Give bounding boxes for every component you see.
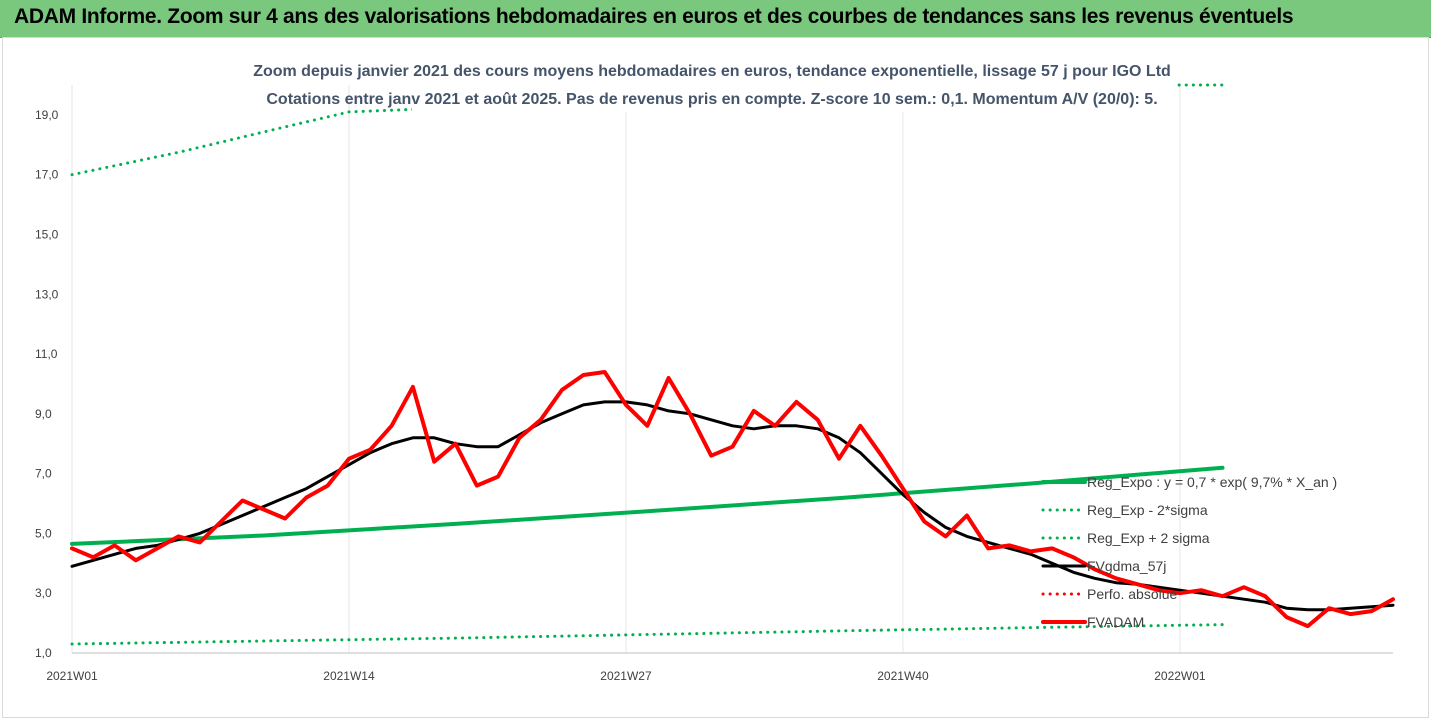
y-tick-label: 15,0 (35, 227, 59, 241)
grid-lines (71, 85, 1181, 653)
series (70, 83, 1395, 646)
y-tick-label: 11,0 (35, 347, 58, 361)
legend: Reg_Expo : y = 0,7 * exp( 9,7% * X_an ) R… (1041, 474, 1337, 630)
y-tick-label: 3,0 (35, 586, 52, 600)
chart-title-background (412, 50, 1177, 112)
x-tick-label: 2021W27 (600, 669, 652, 683)
legend-label: Reg_Expo : y = 0,7 * exp( 9,7% * X_an ) (1087, 474, 1337, 490)
x-tick-label: 2021W01 (46, 669, 98, 683)
legend-label: FVgdma_57j (1087, 558, 1166, 574)
y-tick-label: 19,0 (35, 108, 59, 122)
series-line-3 (70, 400, 1395, 612)
x-tick-label: 2021W40 (877, 669, 929, 683)
legend-label: Perfo. absolue (1087, 586, 1177, 602)
x-tick-label: 2022W01 (1154, 669, 1206, 683)
legend-label: FVADAM (1087, 614, 1144, 630)
y-tick-label: 13,0 (35, 287, 59, 301)
chart-frame (2, 37, 1429, 718)
series-line-0 (70, 465, 1225, 546)
report-banner: ADAM Informe. Zoom sur 4 ans des valoris… (0, 0, 1431, 38)
x-axis-ticks: 2021W012021W142021W272021W402022W012022W… (46, 669, 1206, 683)
chart-title-line-1: Zoom depuis janvier 2021 des cours moyen… (253, 63, 1171, 80)
y-tick-label: 17,0 (35, 168, 59, 182)
chart-title-line-2: Cotations entre janv 2021 et août 2025. … (266, 91, 1157, 108)
y-tick-label: 5,0 (35, 526, 52, 540)
report-title: ADAM Informe. Zoom sur 4 ans des valoris… (14, 5, 1294, 28)
legend-label: Reg_Exp - 2*sigma (1087, 502, 1208, 518)
series-line-5 (70, 370, 1395, 629)
legend-label: Reg_Exp + 2 sigma (1087, 530, 1210, 546)
y-tick-label: 1,0 (35, 646, 52, 660)
series-line-1 (70, 623, 1224, 646)
y-axis-ticks: 1,0 3,0 5,0 7,0 9,0 11,0 13,0 15,0 17,0 19,0 (35, 108, 59, 660)
y-tick-label: 9,0 (35, 407, 52, 421)
y-tick-label: 7,0 (35, 467, 52, 481)
x-tick-label: 2021W14 (323, 669, 375, 683)
